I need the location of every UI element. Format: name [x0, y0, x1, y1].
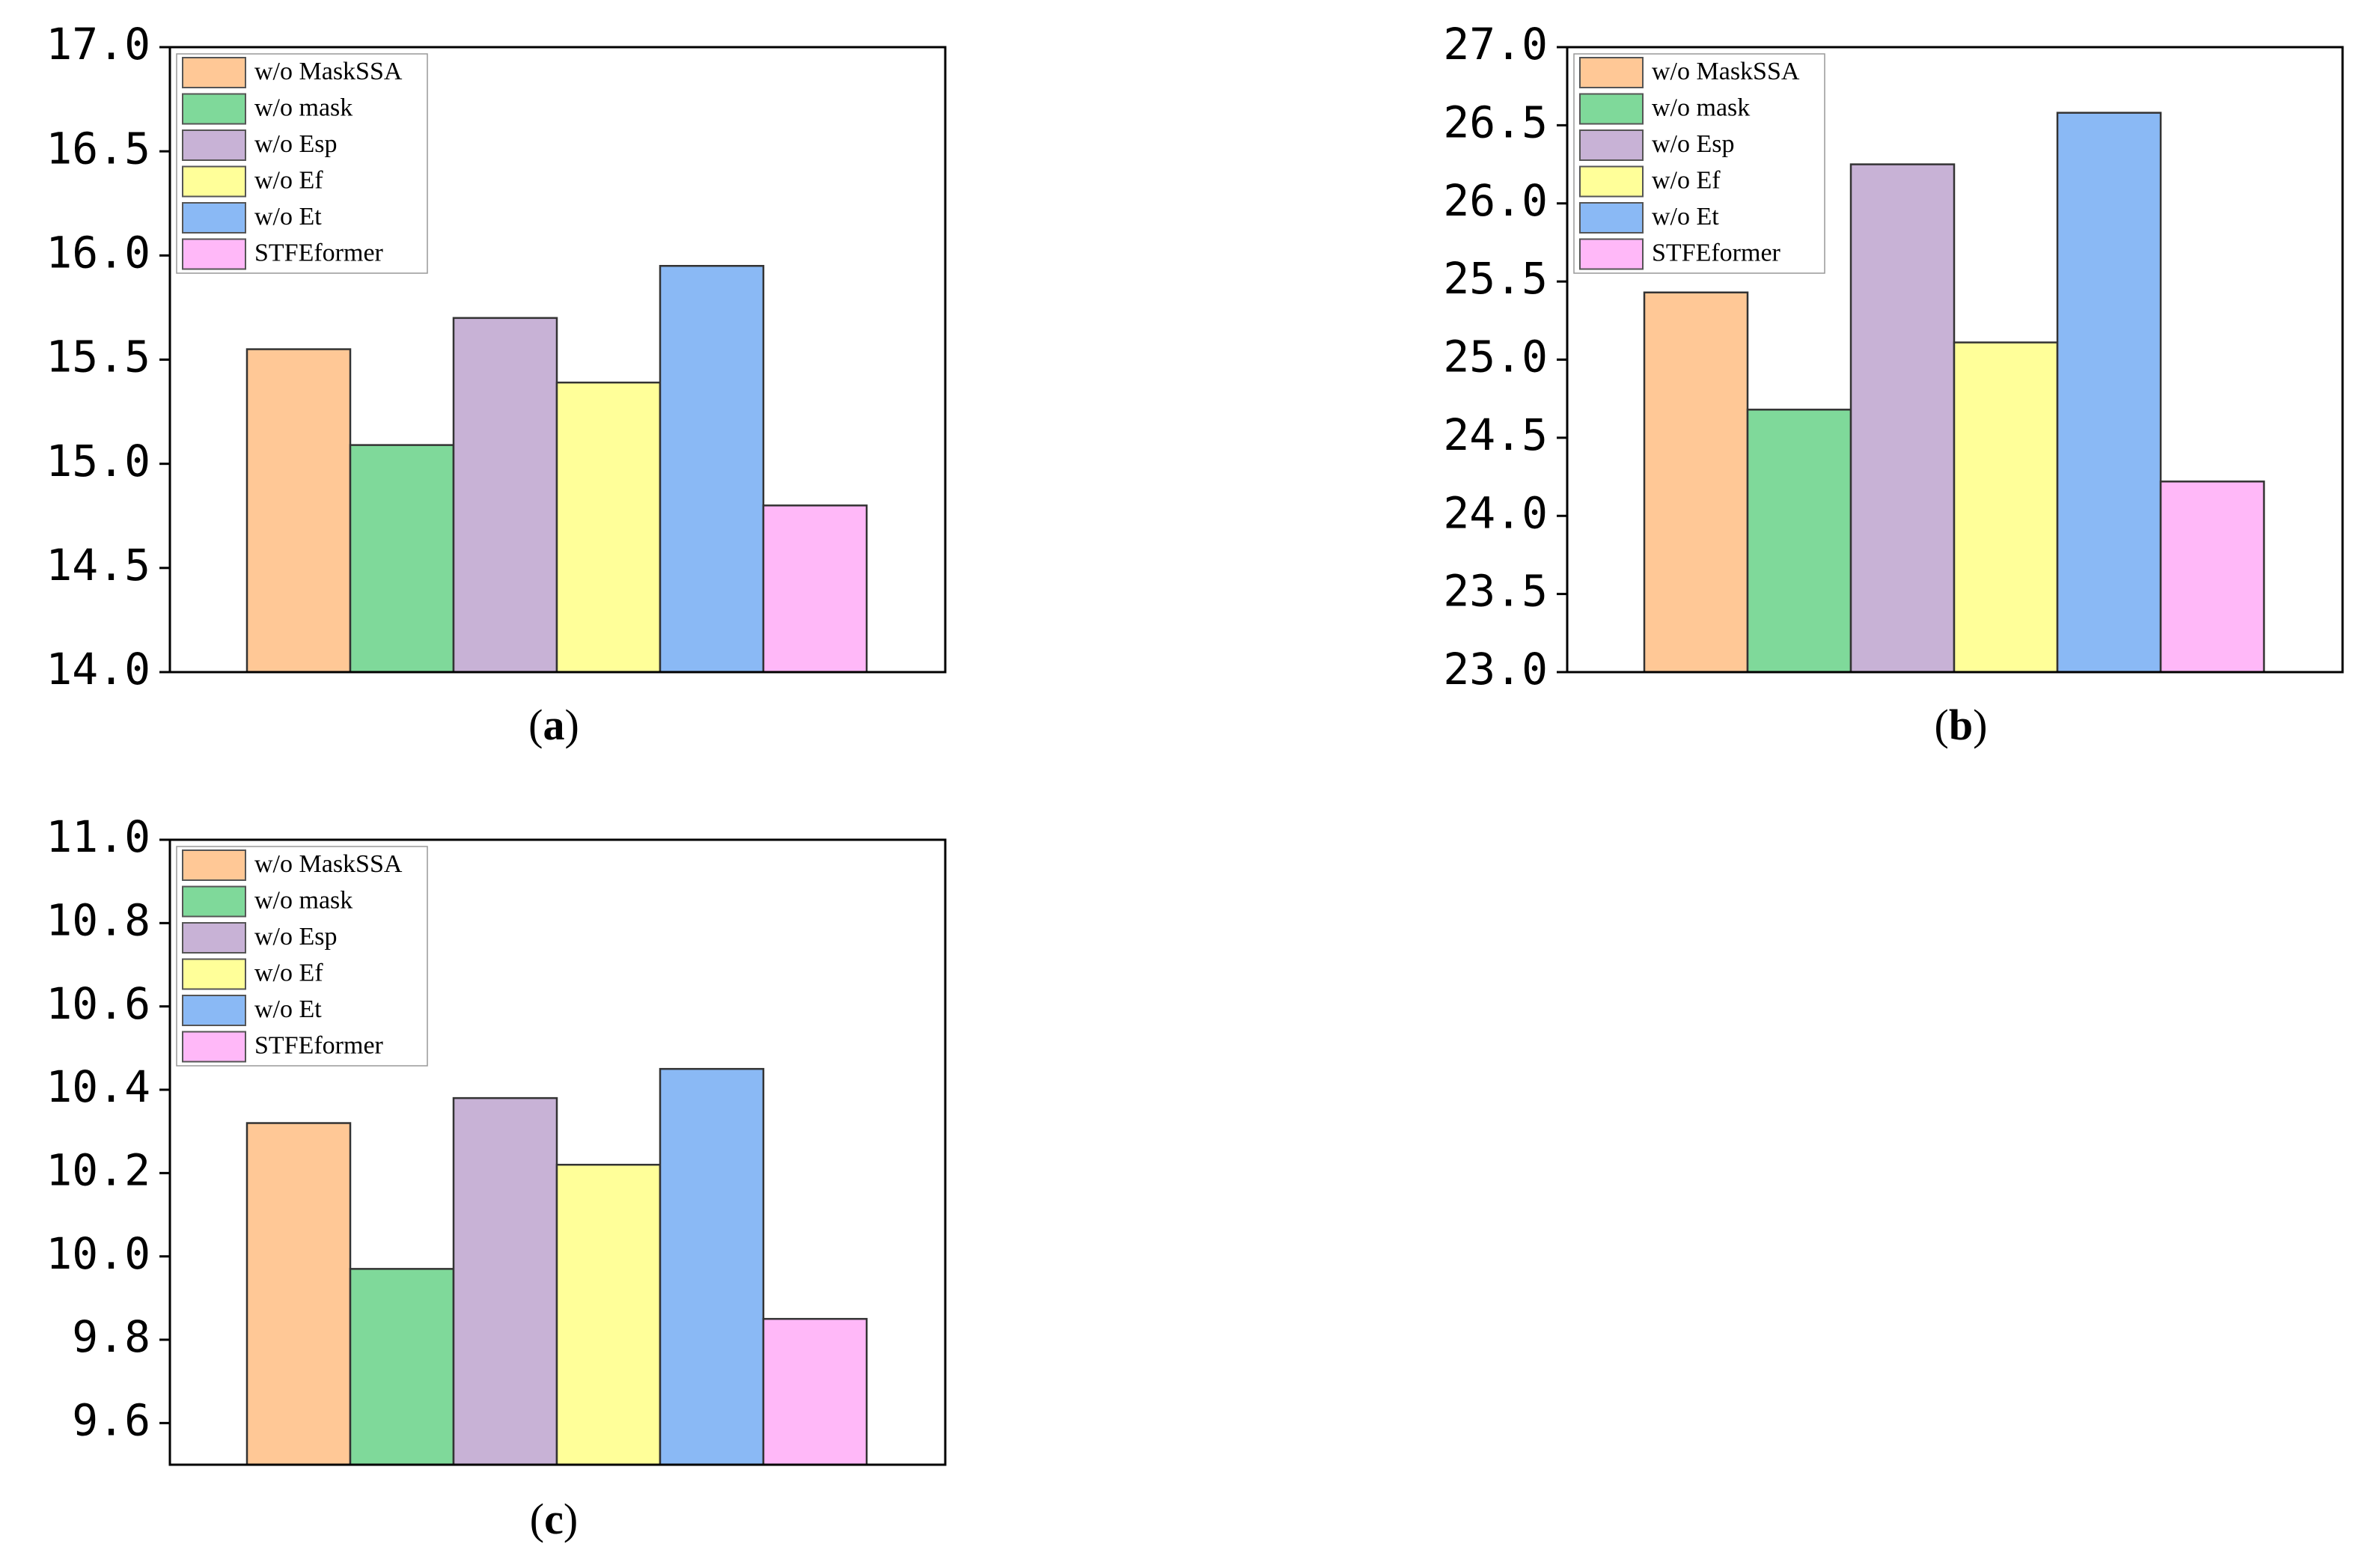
y-tick-label: 23.0 — [1443, 644, 1548, 695]
y-tick-label: 23.5 — [1443, 566, 1548, 617]
y-tick-label: 11.0 — [46, 811, 150, 862]
legend-label: STFEformer — [254, 239, 384, 266]
y-tick-label: 26.0 — [1443, 175, 1548, 226]
y-tick-label: 25.0 — [1443, 332, 1548, 382]
y-tick-label: 16.5 — [46, 123, 150, 174]
legend-swatch — [1579, 93, 1644, 125]
legend-label: w/o MaskSSA — [1652, 58, 1800, 85]
legend-swatch — [182, 202, 246, 234]
legend-label: w/o Et — [254, 995, 322, 1023]
y-tick-label: 27.0 — [1443, 19, 1548, 70]
y-tick-label: 14.5 — [46, 540, 150, 591]
y-tick-label: 9.6 — [72, 1394, 150, 1445]
legend-box — [1573, 53, 1825, 274]
legend-label: w/o mask — [254, 886, 353, 914]
legend-label: w/o Esp — [1652, 130, 1735, 158]
panel-caption: (a) — [528, 701, 579, 749]
y-tick-label: 26.5 — [1443, 97, 1548, 147]
bar-w-o-et — [659, 1067, 765, 1466]
legend-swatch — [1579, 57, 1644, 88]
bar-stfeformer — [2159, 481, 2265, 674]
bar-w-o-esp — [452, 1096, 558, 1466]
bar-w-o-mask — [1746, 409, 1852, 674]
bar-w-o-mask — [349, 1268, 455, 1466]
y-tick-label: 10.2 — [46, 1144, 150, 1195]
legend-swatch — [182, 958, 246, 990]
y-tick-label: 10.8 — [46, 894, 150, 945]
legend-swatch — [182, 57, 246, 88]
y-tick-label: 9.8 — [72, 1311, 150, 1362]
legend-swatch — [182, 129, 246, 161]
legend-swatch — [182, 995, 246, 1026]
y-tick-label: 15.5 — [46, 332, 150, 382]
legend-swatch — [182, 238, 246, 270]
y-tick-label: 14.0 — [46, 644, 150, 695]
legend-label: w/o Esp — [254, 923, 338, 951]
legend-label: w/o MaskSSA — [254, 850, 403, 878]
y-tick-label: 10.0 — [46, 1228, 150, 1279]
y-tick-label: 16.0 — [46, 227, 150, 278]
legend-box — [176, 53, 428, 274]
bar-stfeformer — [762, 1317, 868, 1466]
legend-label: w/o Ef — [1652, 166, 1721, 194]
legend-swatch — [1579, 165, 1644, 198]
bar-w-o-maskssa — [245, 348, 352, 674]
y-tick-label: 24.0 — [1443, 487, 1548, 538]
y-tick-label: 17.0 — [46, 19, 150, 70]
legend-label: w/o Esp — [254, 130, 338, 158]
legend-label: w/o Ef — [254, 166, 323, 194]
legend-swatch — [182, 165, 246, 198]
legend-swatch — [182, 849, 246, 881]
legend-box — [176, 846, 428, 1067]
bar-w-o-et — [659, 265, 765, 674]
bar-w-o-esp — [452, 317, 558, 674]
legend-label: w/o mask — [254, 94, 353, 121]
legend-swatch — [1579, 238, 1644, 270]
bar-w-o-mask — [349, 444, 455, 674]
legend-label: STFEformer — [1652, 239, 1781, 266]
bar-w-o-maskssa — [245, 1122, 352, 1466]
legend-swatch — [182, 922, 246, 954]
legend-label: w/o Ef — [254, 959, 323, 986]
plot-frame — [168, 838, 947, 1466]
chart-panel-b: 23.0 23.5 24.0 24.5 25.0 25.5 26.0 26.5 27.0 w/o … — [1443, 19, 2344, 749]
y-tick-label: 15.0 — [46, 436, 150, 486]
bar-w-o-ef — [555, 1163, 662, 1466]
bar-w-o-ef — [555, 381, 662, 674]
panel-caption: (b) — [1935, 701, 1988, 749]
legend-swatch — [182, 1031, 246, 1063]
legend-label: w/o Et — [1652, 203, 1719, 231]
legend-swatch — [182, 93, 246, 125]
legend-label: w/o mask — [1652, 94, 1750, 121]
y-tick-label: 10.6 — [46, 978, 150, 1029]
legend-swatch — [1579, 202, 1644, 234]
legend-swatch — [182, 885, 246, 918]
y-tick-label: 25.5 — [1443, 253, 1548, 304]
bar-w-o-maskssa — [1643, 291, 1749, 674]
chart-panel-c: 9.6 9.8 10.0 10.2 10.4 10.6 10.8 11.0 w/o MaskSS… — [46, 811, 947, 1543]
legend-label: w/o MaskSSA — [254, 58, 403, 85]
bar-w-o-ef — [1953, 341, 2059, 674]
legend-label: STFEformer — [254, 1031, 384, 1059]
panel-caption: (c) — [530, 1495, 578, 1543]
legend-label: w/o Et — [254, 203, 322, 231]
legend-swatch — [1579, 129, 1644, 161]
bar-stfeformer — [762, 504, 868, 674]
bar-w-o-et — [2056, 112, 2162, 674]
y-tick-label: 10.4 — [46, 1061, 150, 1112]
bar-w-o-esp — [1849, 163, 1956, 674]
y-tick-label: 24.5 — [1443, 409, 1548, 460]
chart-panel-a: 14.0 14.5 15.0 15.5 16.0 16.5 17.0 w/o MaskSSA w… — [46, 19, 947, 749]
